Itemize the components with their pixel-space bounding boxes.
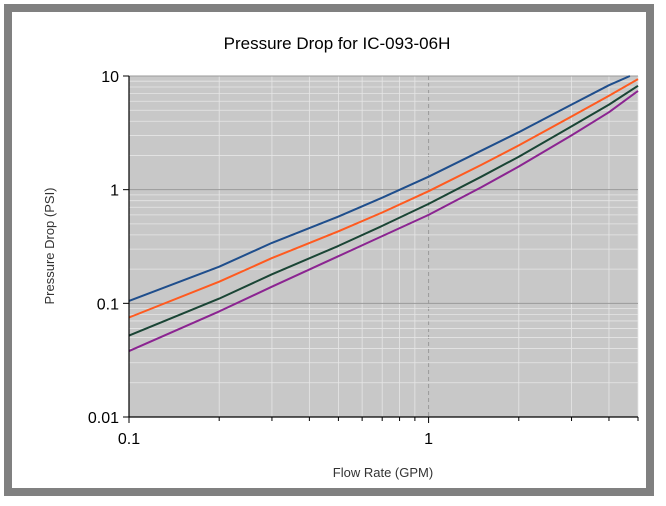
series-line-1 [128, 75, 631, 302]
tick-labels: 0.01 0.1 1 10 0.1 1 [88, 69, 433, 448]
series-lines [128, 75, 639, 353]
x-tick-label: 0.1 [118, 431, 140, 448]
x-axis-title: Flow Rate (GPM) [333, 465, 433, 480]
series-line-4 [128, 90, 639, 353]
y-tick-label: 10 [101, 69, 119, 86]
y-tick-label: 0.01 [88, 410, 119, 427]
series-line-2 [128, 78, 639, 319]
y-tick-label: 0.1 [97, 296, 119, 313]
x-tick-label: 1 [424, 431, 433, 448]
y-tick-label: 1 [110, 183, 119, 200]
axes [123, 75, 639, 423]
chart-title: Pressure Drop for IC-093-06H [224, 34, 451, 53]
series-line-3 [128, 84, 639, 337]
plot-area [129, 76, 638, 417]
y-axis-title: Pressure Drop (PSI) [42, 187, 57, 304]
chart-frame: Pressure Drop for IC-093-06H 0.01 0.1 1 10 0… [4, 4, 654, 496]
pressure-drop-chart: Pressure Drop for IC-093-06H 0.010.11100… [42, 34, 639, 480]
